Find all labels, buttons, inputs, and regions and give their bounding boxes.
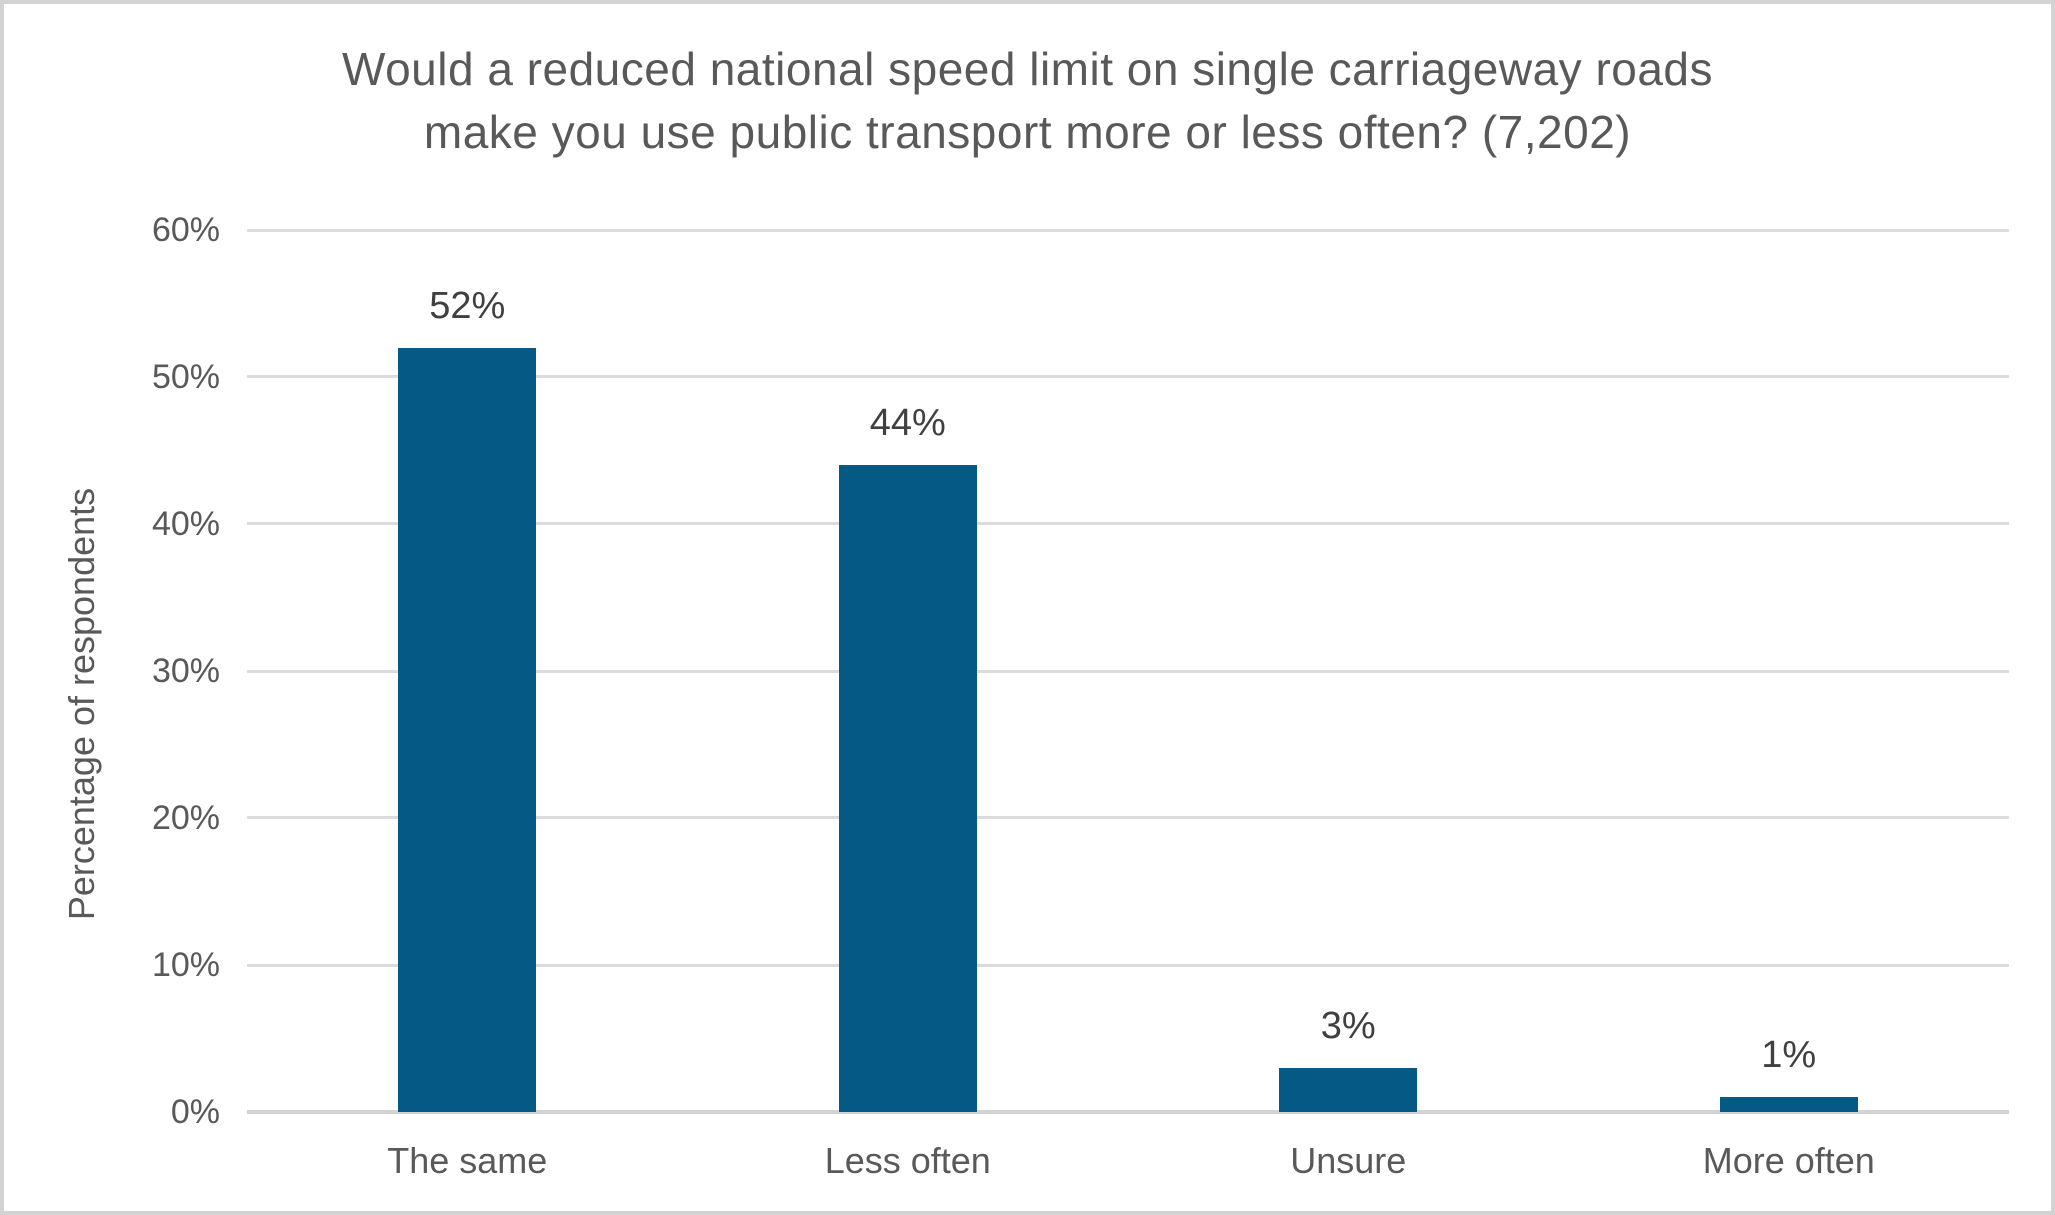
chart-title: Would a reduced national speed limit on …	[4, 38, 2051, 164]
y-tick-label-10: 10%	[151, 946, 220, 984]
y-tick-label-50: 50%	[151, 358, 220, 396]
bar-slot-1: 52%	[247, 230, 688, 1112]
gridline-40	[247, 522, 2009, 526]
bar-1	[398, 347, 537, 1112]
x-category-label-2: Less often	[824, 1140, 991, 1181]
y-axis-tick-labels: 0% 10% 20% 30% 40% 50% 60%	[4, 211, 220, 1131]
bar-3	[1279, 1067, 1418, 1112]
bar-value-label-1: 52%	[429, 284, 506, 327]
gridline-50	[247, 375, 2009, 379]
bar-value-label-3: 3%	[1320, 1004, 1376, 1047]
x-category-label-3: Unsure	[1290, 1140, 1407, 1181]
gridline-30	[247, 669, 2009, 673]
plot-area: 52% 44% 3% 1%	[247, 228, 2010, 1114]
chart-title-line-2: make you use public transport more or le…	[423, 106, 1632, 158]
gridline-10	[247, 963, 2009, 967]
bar-slot-2: 44%	[688, 230, 1129, 1112]
x-category-label-1: The same	[387, 1140, 548, 1181]
gridline-60	[247, 228, 2009, 232]
y-tick-label-20: 20%	[151, 799, 220, 837]
gridline-20	[247, 816, 2009, 820]
chart-title-line-1: Would a reduced national speed limit on …	[341, 43, 1714, 95]
y-tick-label-40: 40%	[151, 505, 220, 543]
y-tick-label-60: 60%	[151, 211, 220, 249]
x-axis-category-labels: The same Less often Unsure More often	[247, 1140, 2009, 1200]
bar-value-label-4: 1%	[1761, 1034, 1817, 1077]
bar-slot-3: 3%	[1128, 230, 1569, 1112]
bar-4	[1719, 1097, 1858, 1112]
x-category-label-4: More often	[1702, 1140, 1875, 1181]
x-axis-baseline	[247, 1110, 2009, 1114]
bar-value-label-2: 44%	[869, 402, 946, 445]
y-tick-label-30: 30%	[151, 652, 220, 690]
bar-2	[838, 465, 977, 1112]
bar-slot-4: 1%	[1569, 230, 2010, 1112]
y-tick-label-0: 0%	[170, 1093, 220, 1131]
